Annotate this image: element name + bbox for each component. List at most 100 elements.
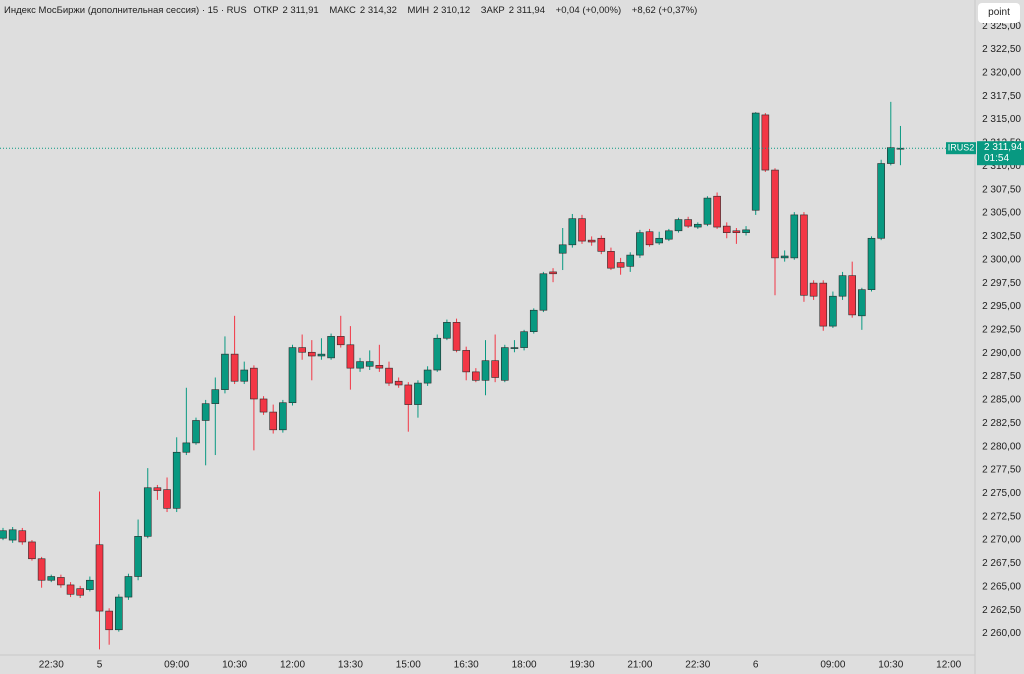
candle-body (433, 337, 442, 371)
candle-body (549, 271, 557, 275)
candle-body (665, 230, 673, 240)
candle-body (626, 254, 635, 267)
candle-body (607, 251, 615, 269)
candle-body (356, 361, 364, 369)
candle-body (269, 411, 278, 431)
candle-body (684, 219, 692, 227)
candle-body (780, 255, 789, 259)
y-tick-label: 2 262,50 (982, 605, 1021, 616)
y-tick-label: 2 270,00 (982, 535, 1021, 546)
y-tick-label: 2 275,00 (982, 488, 1021, 499)
symbol-tag (946, 142, 976, 155)
candle-body (230, 353, 239, 382)
candle-body (8, 529, 17, 541)
y-tick-label: 2 305,00 (982, 208, 1021, 219)
symbol-tag-text: IRUS2 (948, 143, 975, 153)
candle-body (829, 295, 837, 327)
x-tick-label: 12:00 (936, 660, 961, 671)
candle-body (201, 403, 210, 421)
candle-body (491, 360, 499, 378)
y-tick-label: 2 320,00 (982, 68, 1021, 79)
candle-body (568, 218, 577, 246)
candle-body (288, 347, 297, 404)
y-tick-label: 2 292,50 (982, 324, 1021, 335)
candle-body (250, 367, 258, 400)
y-tick-label: 2 280,00 (982, 441, 1021, 452)
candle-body (365, 361, 374, 367)
candle-body (192, 420, 200, 444)
legend: Индекс МосБиржи (дополнительная сессия) … (4, 5, 701, 16)
x-tick-label: 19:30 (569, 660, 594, 671)
x-tick-label: 18:00 (512, 660, 537, 671)
candle-body (307, 351, 316, 357)
candle-body (838, 275, 847, 297)
change: +0,04 (+0,00%) (555, 5, 622, 16)
candle-body (761, 114, 770, 171)
candle-body (790, 214, 799, 259)
price-tag-text: 2 311,94 (984, 142, 1023, 153)
y-tick-label: 2 295,00 (982, 301, 1021, 312)
candle-body (115, 596, 123, 631)
candle-body (163, 489, 171, 509)
candle-body (742, 229, 750, 233)
candle-body (558, 244, 567, 254)
candle-body (722, 225, 731, 233)
candle-body (143, 487, 152, 537)
x-tick-label: 22:30 (39, 660, 64, 671)
x-tick-label: 16:30 (454, 660, 479, 671)
candle-body (877, 163, 885, 239)
x-tick-label: 15:00 (396, 660, 421, 671)
candle-body (578, 218, 586, 242)
x-tick-label: 09:00 (820, 660, 845, 671)
ohlc-label: МИН (407, 5, 430, 16)
y-tick-label: 2 260,00 (982, 628, 1021, 639)
y-tick-label: 2 302,50 (982, 231, 1021, 242)
candle-body (732, 230, 741, 233)
candle-body (0, 530, 7, 539)
ohlc-label: ОТКР (253, 5, 279, 16)
candle-body (86, 579, 94, 590)
candle-body (539, 273, 548, 311)
y-tick-label: 2 267,50 (982, 558, 1021, 569)
candle-body (809, 282, 818, 297)
countdown-text: 01:54 (984, 153, 1009, 164)
candle-body (336, 336, 345, 346)
y-tick-label: 2 300,00 (982, 254, 1021, 265)
candle-body (500, 347, 509, 381)
candle-body (452, 322, 461, 351)
candle-body (414, 382, 422, 405)
x-tick-label: 13:30 (338, 660, 363, 671)
candle-body (76, 588, 84, 596)
candle-body (529, 309, 538, 333)
candle-body (182, 442, 191, 453)
candle-body (298, 347, 306, 353)
ohlc-label: ЗАКР (480, 5, 505, 16)
candle-body (124, 576, 133, 598)
ohlc-value: 2 311,94 (508, 5, 545, 16)
day-change: +8,62 (+0,37%) (631, 5, 698, 16)
y-tick-label: 2 272,50 (982, 511, 1021, 522)
candle-body (57, 577, 65, 586)
candle-body (385, 367, 393, 384)
ohlc-value: 2 314,32 (359, 5, 397, 16)
candle-body (713, 195, 721, 228)
candle-body (240, 369, 249, 382)
candle-body (510, 347, 519, 349)
y-tick-label: 2 282,50 (982, 418, 1021, 429)
candle-body (95, 544, 104, 612)
candle-body (37, 558, 46, 581)
candle-body (645, 231, 654, 246)
candle-body (423, 369, 432, 384)
candle-body (346, 344, 355, 369)
candle-body (819, 282, 828, 327)
candle-body (327, 336, 335, 359)
y-tick-label: 2 265,00 (982, 581, 1021, 592)
point-button[interactable]: point (978, 3, 1020, 23)
candle-body (867, 237, 876, 290)
candle-body (134, 536, 142, 577)
x-tick-label: 10:30 (222, 660, 247, 671)
y-tick-label: 2 287,50 (982, 371, 1021, 382)
candle-body (462, 350, 471, 373)
